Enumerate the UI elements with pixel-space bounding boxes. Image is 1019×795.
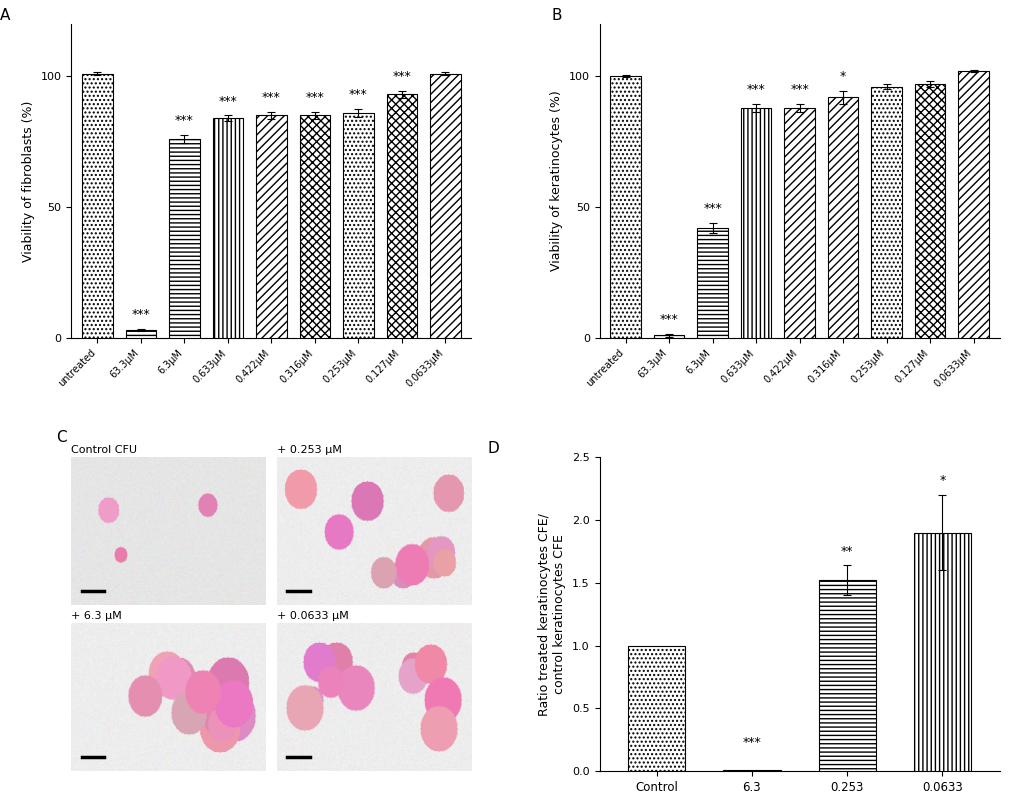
Text: B: B bbox=[551, 8, 561, 23]
Bar bbox=[609, 76, 640, 338]
Text: ***: *** bbox=[746, 83, 764, 96]
Bar bbox=[697, 228, 728, 338]
Y-axis label: Viability of fibroblasts (%): Viability of fibroblasts (%) bbox=[22, 100, 35, 262]
Bar bbox=[722, 770, 780, 771]
Text: ***: *** bbox=[175, 114, 194, 127]
Text: ***: *** bbox=[306, 91, 324, 103]
Bar bbox=[628, 646, 685, 771]
Bar bbox=[827, 97, 857, 338]
Text: *: * bbox=[938, 475, 945, 487]
Bar bbox=[300, 115, 330, 338]
Text: ***: *** bbox=[218, 95, 237, 107]
Bar bbox=[740, 107, 770, 338]
Bar bbox=[256, 115, 286, 338]
Text: ***: *** bbox=[392, 70, 411, 83]
Text: ***: *** bbox=[131, 308, 150, 321]
Text: A: A bbox=[0, 8, 10, 23]
Bar bbox=[870, 87, 901, 338]
Text: C: C bbox=[56, 431, 66, 445]
Text: **: ** bbox=[840, 545, 853, 557]
Text: ***: *** bbox=[262, 91, 280, 103]
Text: ***: *** bbox=[790, 83, 808, 96]
Bar bbox=[653, 335, 684, 338]
Bar bbox=[169, 139, 200, 338]
Y-axis label: Viability of keratinocytes (%): Viability of keratinocytes (%) bbox=[549, 91, 562, 271]
Bar bbox=[914, 84, 945, 338]
Text: + 0.0633 μM: + 0.0633 μM bbox=[277, 611, 348, 621]
Text: + 6.3 μM: + 6.3 μM bbox=[71, 611, 122, 621]
Text: D: D bbox=[487, 441, 498, 456]
Bar bbox=[125, 330, 156, 338]
Text: ***: *** bbox=[742, 735, 760, 749]
Text: Control CFU: Control CFU bbox=[71, 445, 138, 455]
Bar bbox=[213, 118, 243, 338]
Bar bbox=[818, 580, 875, 771]
Bar bbox=[430, 74, 461, 338]
Bar bbox=[386, 95, 417, 338]
Bar bbox=[957, 71, 987, 338]
Text: ***: *** bbox=[702, 202, 721, 215]
Text: + 0.253 μM: + 0.253 μM bbox=[277, 445, 341, 455]
Bar bbox=[913, 533, 970, 771]
Bar bbox=[83, 74, 113, 338]
Text: ***: *** bbox=[659, 313, 678, 326]
Text: ***: *** bbox=[348, 88, 368, 101]
Text: *: * bbox=[839, 70, 846, 83]
Y-axis label: Ratio treated keratinocytes CFE/
control keratinocytes CFE: Ratio treated keratinocytes CFE/ control… bbox=[538, 513, 566, 716]
Bar bbox=[784, 107, 814, 338]
Bar bbox=[342, 113, 373, 338]
